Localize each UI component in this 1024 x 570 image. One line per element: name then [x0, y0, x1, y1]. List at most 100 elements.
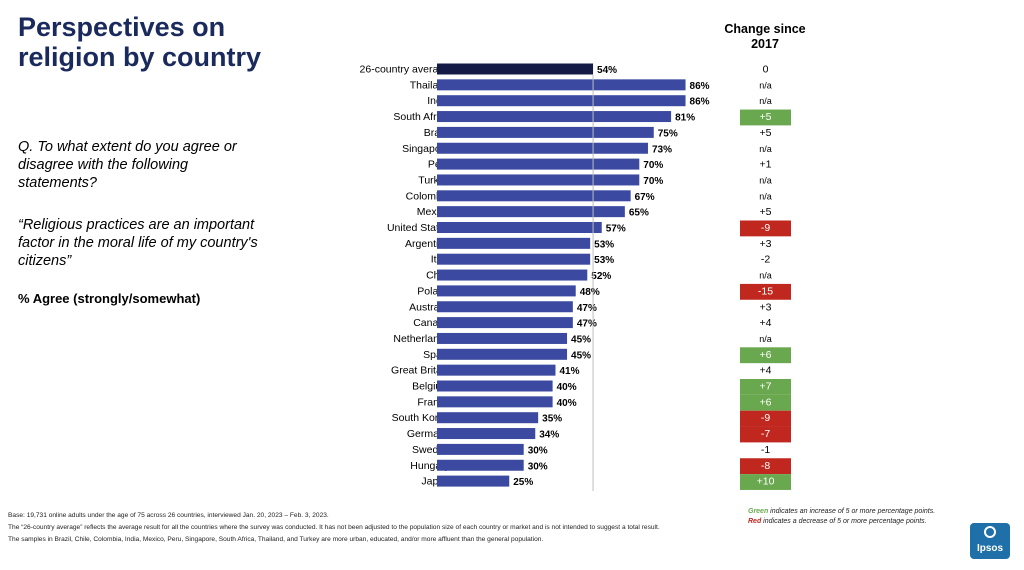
- page-title: Perspectives on religion by country: [18, 12, 262, 72]
- footnote-average: The “26-country average” reflects the av…: [8, 524, 660, 531]
- bar: [437, 222, 602, 233]
- change-value: +6: [760, 396, 772, 408]
- value-label: 65%: [629, 208, 649, 219]
- footnote-base: Base: 19,731 online adults under the age…: [8, 512, 329, 519]
- bar: [437, 111, 672, 123]
- change-value: -8: [761, 460, 770, 472]
- value-label: 86%: [690, 97, 710, 108]
- value-label: 70%: [643, 176, 663, 187]
- bar: [437, 206, 625, 218]
- bar: [437, 63, 594, 75]
- legend-red: Red indicates a decrease of 5 or more pe…: [748, 517, 978, 527]
- category-label: United States: [387, 222, 450, 234]
- value-label: 53%: [594, 239, 614, 250]
- bar: [437, 142, 648, 154]
- category-label: South Africa: [393, 111, 450, 123]
- category-label: 26-country average: [360, 64, 451, 76]
- change-column-header: Change since 2017: [724, 22, 806, 51]
- value-label: 48%: [580, 287, 600, 298]
- bar: [437, 428, 536, 440]
- value-label: 40%: [557, 398, 577, 409]
- bar: [437, 317, 573, 329]
- footnotes: Base: 19,731 online adults under the age…: [8, 510, 708, 546]
- bar: [437, 158, 640, 170]
- change-value: +4: [760, 317, 772, 329]
- change-value: n/a: [759, 175, 772, 185]
- change-value: -1: [761, 444, 770, 456]
- bar: [437, 412, 539, 424]
- change-cell: [740, 474, 791, 490]
- value-label: 25%: [513, 477, 533, 488]
- measure-label: % Agree (strongly/somewhat): [18, 291, 201, 306]
- bar: [437, 285, 576, 297]
- change-value: n/a: [759, 144, 772, 154]
- value-label: 54%: [597, 65, 617, 76]
- value-label: 86%: [690, 81, 710, 92]
- value-label: 34%: [539, 430, 559, 441]
- ipsos-logo: Ipsos: [970, 523, 1010, 559]
- change-value: +5: [760, 206, 772, 218]
- bar-chart: 26-country average54%0Thailand86%n/aIndi…: [360, 63, 791, 491]
- bar: [437, 396, 553, 408]
- legend-green-text: indicates an increase of 5 or more perce…: [768, 508, 936, 515]
- change-cell: [740, 379, 791, 395]
- logo-text: Ipsos: [976, 543, 1004, 554]
- legend-green: Green indicates an increase of 5 or more…: [748, 507, 978, 517]
- change-cell: [740, 426, 791, 443]
- bar: [437, 237, 591, 249]
- category-label: Great Britain: [391, 365, 450, 377]
- bar: [437, 79, 686, 91]
- bar: [437, 348, 568, 360]
- bar: [437, 301, 573, 313]
- value-label: 35%: [542, 414, 562, 425]
- logo-circle-icon: [984, 526, 996, 538]
- value-label: 47%: [577, 319, 597, 330]
- bar: [437, 95, 686, 107]
- change-value: +5: [760, 111, 772, 123]
- change-value: +6: [760, 349, 772, 361]
- change-value: n/a: [759, 80, 772, 90]
- change-cell: [740, 109, 791, 126]
- change-value: -9: [761, 222, 770, 234]
- change-value: +1: [760, 159, 772, 171]
- change-value: -15: [758, 285, 773, 297]
- survey-question: Q. To what extent do you agree or disagr…: [18, 139, 237, 191]
- value-label: 73%: [652, 144, 672, 155]
- change-cell: [740, 347, 791, 364]
- change-value: n/a: [759, 191, 772, 201]
- change-value: +4: [760, 365, 772, 377]
- bar: [437, 253, 591, 265]
- value-label: 45%: [571, 350, 591, 361]
- bar: [437, 269, 588, 281]
- legend-red-text: indicates a decrease of 5 or more percen…: [761, 518, 927, 525]
- value-label: 57%: [606, 224, 626, 235]
- change-cell: [740, 410, 791, 427]
- change-cell: [740, 283, 791, 300]
- category-label: South Korea: [392, 412, 451, 424]
- bar: [437, 364, 556, 376]
- change-cell: [740, 394, 791, 411]
- footnote-samples: The samples in Brazil, Chile, Colombia, …: [8, 536, 544, 543]
- bar: [437, 332, 568, 344]
- value-label: 75%: [658, 128, 678, 139]
- bar: [437, 475, 510, 487]
- value-label: 53%: [594, 255, 614, 266]
- bar: [437, 190, 631, 202]
- change-value: +3: [760, 238, 772, 250]
- value-label: 47%: [577, 303, 597, 314]
- value-label: 81%: [675, 113, 695, 124]
- value-label: 52%: [591, 271, 611, 282]
- legend-green-word: Green: [748, 508, 769, 515]
- change-value: n/a: [759, 271, 772, 281]
- value-label: 30%: [528, 461, 548, 472]
- change-value: +3: [760, 301, 772, 313]
- value-label: 67%: [635, 192, 655, 203]
- bar: [437, 443, 524, 455]
- value-label: 45%: [571, 334, 591, 345]
- color-legend: Green indicates an increase of 5 or more…: [748, 507, 978, 527]
- value-label: 70%: [643, 160, 663, 171]
- bar: [437, 380, 553, 392]
- change-value: n/a: [759, 96, 772, 106]
- change-value: 0: [763, 64, 769, 76]
- change-value: -9: [761, 412, 770, 424]
